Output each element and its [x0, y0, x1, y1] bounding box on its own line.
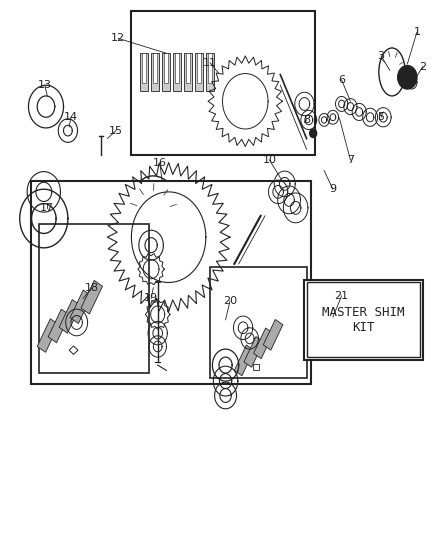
Bar: [206, 53, 214, 91]
Bar: [164, 53, 168, 83]
Text: MASTER SHIM
KIT: MASTER SHIM KIT: [322, 306, 405, 334]
Bar: [208, 53, 212, 83]
Bar: [254, 328, 273, 359]
Bar: [81, 280, 102, 314]
Bar: [307, 282, 420, 357]
Text: 21: 21: [335, 291, 349, 301]
Bar: [48, 309, 70, 343]
Text: 2: 2: [419, 62, 426, 71]
Text: 10: 10: [262, 155, 276, 165]
Bar: [195, 53, 203, 91]
Circle shape: [398, 66, 417, 89]
Bar: [186, 53, 190, 83]
Text: 5: 5: [378, 112, 385, 122]
Bar: [59, 300, 81, 333]
Bar: [253, 364, 259, 370]
Bar: [210, 266, 307, 378]
Text: 12: 12: [111, 34, 125, 43]
Bar: [39, 224, 149, 373]
Text: 15: 15: [109, 126, 123, 135]
Text: 17: 17: [40, 203, 54, 213]
Text: 19: 19: [144, 294, 158, 303]
Text: 1: 1: [413, 27, 420, 37]
Text: 7: 7: [347, 155, 354, 165]
Bar: [173, 53, 181, 91]
Text: 11: 11: [203, 58, 217, 68]
Bar: [184, 53, 192, 91]
Text: 18: 18: [85, 283, 99, 293]
Text: 3: 3: [378, 51, 385, 61]
Text: 16: 16: [153, 158, 167, 167]
Bar: [140, 53, 148, 91]
Text: 6: 6: [338, 75, 345, 85]
Bar: [234, 345, 254, 376]
Bar: [131, 11, 315, 155]
Bar: [175, 53, 179, 83]
Bar: [244, 336, 264, 367]
Bar: [162, 53, 170, 91]
Text: 13: 13: [38, 80, 52, 90]
Bar: [263, 319, 283, 350]
Bar: [37, 319, 59, 352]
Text: 9: 9: [329, 184, 336, 194]
Bar: [304, 280, 423, 360]
Circle shape: [310, 129, 317, 138]
Bar: [153, 53, 157, 83]
Text: 8: 8: [303, 115, 310, 125]
Bar: [31, 181, 311, 384]
Text: 20: 20: [223, 296, 237, 306]
Text: 14: 14: [64, 112, 78, 122]
Bar: [142, 53, 146, 83]
Bar: [197, 53, 201, 83]
Bar: [70, 290, 92, 324]
Bar: [151, 53, 159, 91]
